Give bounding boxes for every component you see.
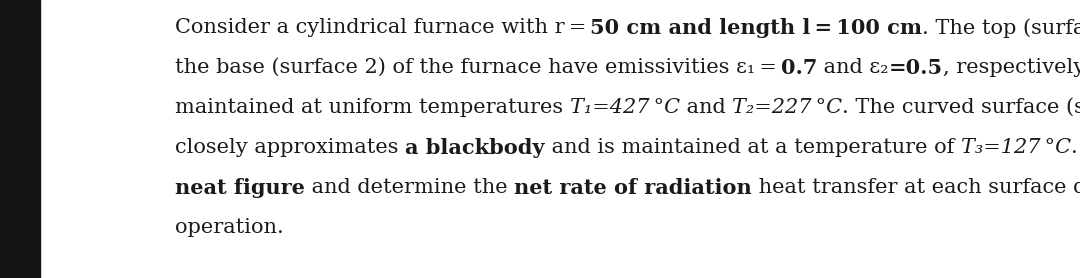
Text: a blackbody: a blackbody: [405, 138, 544, 158]
Text: maintained at uniform temperatures: maintained at uniform temperatures: [175, 98, 570, 117]
Text: and ε₂: and ε₂: [818, 58, 889, 77]
Text: heat transfer at each surface during steady: heat transfer at each surface during ste…: [752, 178, 1080, 197]
Text: net rate of radiation: net rate of radiation: [514, 178, 752, 198]
Text: . The top (surface 1) and: . The top (surface 1) and: [922, 18, 1080, 38]
Text: and determine the: and determine the: [305, 178, 514, 197]
Text: closely approximates: closely approximates: [175, 138, 405, 157]
Text: =0.5: =0.5: [889, 58, 943, 78]
Text: , respectively, and are: , respectively, and are: [943, 58, 1080, 77]
Text: 50 cm and length l = 100 cm: 50 cm and length l = 100 cm: [591, 18, 922, 38]
Text: . Draw the: . Draw the: [1070, 138, 1080, 157]
Text: and is maintained at a temperature of: and is maintained at a temperature of: [544, 138, 960, 157]
Text: operation.: operation.: [175, 218, 284, 237]
Text: Consider a cylindrical furnace with r =: Consider a cylindrical furnace with r =: [175, 18, 591, 37]
Text: T₂=227 °C: T₂=227 °C: [732, 98, 842, 117]
Bar: [0, 0, 40, 278]
Text: T₁=427 °C: T₁=427 °C: [570, 98, 680, 117]
Text: the base (surface 2) of the furnace have emissivities ε₁ =: the base (surface 2) of the furnace have…: [175, 58, 781, 77]
Text: neat figure: neat figure: [175, 178, 305, 198]
Text: 0.7: 0.7: [781, 58, 818, 78]
Text: . The curved surface (surface 3): . The curved surface (surface 3): [842, 98, 1080, 117]
Text: and: and: [680, 98, 732, 117]
Text: T₃=127 °C: T₃=127 °C: [960, 138, 1070, 157]
